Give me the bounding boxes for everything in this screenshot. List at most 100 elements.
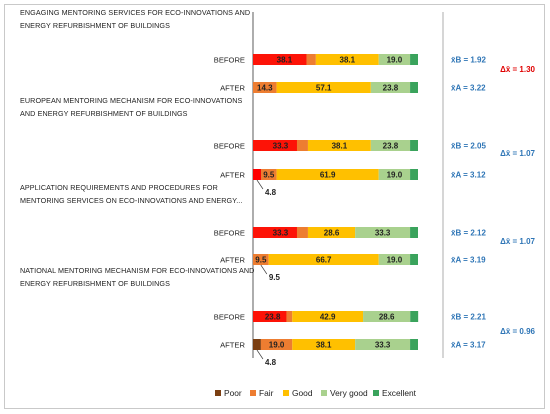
legend-entry: Very good — [330, 388, 368, 398]
bar-segment-excellent — [410, 254, 418, 265]
callout-leader-line — [260, 264, 268, 275]
bar-highlight-segment — [253, 311, 287, 322]
row-label-before: BEFORE — [214, 142, 245, 151]
legend-swatch-poor — [215, 390, 221, 396]
data-label: 66.7 — [316, 256, 332, 265]
data-label: 9.5 — [263, 171, 275, 180]
data-label: 9.5 — [255, 256, 267, 265]
data-label: 19.0 — [269, 341, 285, 350]
bar-segment-fair — [253, 82, 277, 93]
bar-highlight-segment — [253, 227, 297, 238]
category-title: APPLICATION REQUIREMENTS AND PROCEDURES … — [20, 183, 218, 192]
bar-segment-excellent — [410, 140, 418, 151]
bar-segment-excellent — [410, 82, 418, 93]
bar-segment-good — [276, 82, 371, 93]
bar-segment-excellent — [410, 339, 418, 350]
category-title: NATIONAL MENTORING MECHANISM FOR ECO-INN… — [20, 266, 254, 275]
data-label: 23.8 — [383, 84, 399, 93]
data-label: 33.3 — [273, 142, 289, 151]
row-label-after: AFTER — [220, 341, 245, 350]
category-title: ENGAGING MENTORING SERVICES FOR ECO-INNO… — [20, 8, 250, 17]
legend-swatch-very-good — [321, 390, 327, 396]
data-label: 38.1 — [340, 56, 356, 65]
bar-segment-fair — [260, 339, 293, 350]
bar-segment-very-good — [378, 54, 411, 65]
category-title: AND ENERGY REFURBISHMENT OF BUILDINGS — [20, 109, 188, 118]
mean-before-label: x̄B = 2.12 — [451, 229, 486, 238]
delta-mean-label: Δx̄ = 1.30 — [500, 65, 535, 74]
bar-segment-very-good — [355, 227, 411, 238]
data-label: 23.8 — [383, 142, 399, 151]
mean-after-label: x̄A = 3.19 — [451, 256, 486, 265]
delta-mean-label: Δx̄ = 1.07 — [500, 237, 535, 246]
bar-segment-fair — [253, 254, 269, 265]
callout-label: 9.5 — [269, 273, 281, 282]
row-label-before: BEFORE — [214, 229, 245, 238]
mean-after-label: x̄A = 3.12 — [451, 171, 486, 180]
legend-entry: Excellent — [382, 388, 417, 398]
legend-swatch-excellent — [373, 390, 379, 396]
data-label: 33.3 — [375, 341, 391, 350]
legend-entry: Poor — [224, 388, 242, 398]
bar-highlight-segment — [253, 54, 307, 65]
data-label: 38.1 — [332, 142, 348, 151]
bar-segment-excellent — [410, 227, 418, 238]
callout-leader-line — [256, 349, 264, 360]
legend-swatch-fair — [250, 390, 256, 396]
mean-before-label: x̄B = 1.92 — [451, 56, 486, 65]
bar-segment-poor-highlight — [253, 169, 261, 180]
row-label-before: BEFORE — [214, 56, 245, 65]
bar-segment-very-good — [378, 254, 411, 265]
legend-entry: Good — [292, 388, 313, 398]
data-label: 33.3 — [375, 229, 391, 238]
bar-segment-good — [315, 54, 379, 65]
bar-segment-excellent — [410, 169, 418, 180]
row-label-after: AFTER — [220, 171, 245, 180]
bar-segment-excellent — [410, 311, 419, 322]
data-label: 57.1 — [316, 84, 332, 93]
data-label: 23.8 — [265, 313, 281, 322]
mean-after-label: x̄A = 3.17 — [451, 341, 486, 350]
mean-before-label: x̄B = 2.05 — [451, 142, 486, 151]
row-label-after: AFTER — [220, 256, 245, 265]
callout-label: 4.8 — [265, 188, 277, 197]
bar-segment-very-good — [355, 339, 411, 350]
category-title: ENERGY REFURBISHMENT OF BUILDINGS — [20, 21, 170, 30]
data-label: 42.9 — [320, 313, 336, 322]
bar-segment-poor — [253, 339, 261, 350]
data-label: 38.1 — [277, 56, 293, 65]
callout-label: 4.8 — [265, 358, 277, 367]
bar-segment-good — [307, 227, 356, 238]
data-label: 38.1 — [316, 341, 332, 350]
bar-segment-fair — [260, 169, 277, 180]
category-title: EUROPEAN MENTORING MECHANISM FOR ECO-INN… — [20, 96, 243, 105]
data-label: 28.6 — [324, 229, 340, 238]
bar-segment-good — [292, 339, 356, 350]
mean-after-label: x̄A = 3.22 — [451, 84, 486, 93]
bar-segment-good — [268, 254, 379, 265]
bar-segment-good — [276, 169, 379, 180]
data-label: 19.0 — [387, 171, 403, 180]
row-label-after: AFTER — [220, 84, 245, 93]
category-title: ENERGY REFURBISHMENT OF BUILDINGS — [20, 279, 170, 288]
bar-segment-very-good — [370, 82, 411, 93]
bar-segment-very-good — [378, 169, 411, 180]
row-label-before: BEFORE — [214, 313, 245, 322]
delta-mean-label: Δx̄ = 0.96 — [500, 327, 535, 336]
bar-segment-excellent — [410, 54, 418, 65]
bar-segment-very-good — [370, 140, 411, 151]
data-label: 33.3 — [273, 229, 289, 238]
bar-segment-very-good — [363, 311, 411, 322]
data-label: 19.0 — [387, 256, 403, 265]
delta-mean-label: Δx̄ = 1.07 — [500, 149, 535, 158]
data-label: 28.6 — [379, 313, 395, 322]
data-label: 61.9 — [320, 171, 336, 180]
data-label: 19.0 — [387, 56, 403, 65]
data-label: 14.3 — [257, 84, 273, 93]
category-title: MENTORING SERVICES ON ECO-INNOVATIONS AN… — [20, 196, 243, 205]
legend-swatch-good — [283, 390, 289, 396]
bar-segment-good — [307, 140, 371, 151]
callout-leader-line — [256, 179, 264, 190]
legend-entry: Fair — [259, 388, 274, 398]
